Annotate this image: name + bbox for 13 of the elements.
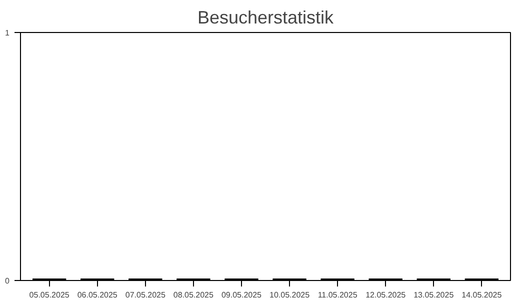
x-tick-label: 11.05.2025 — [318, 290, 358, 300]
x-tick-label: 05.05.2025 — [29, 290, 70, 300]
x-tick-label: 13.05.2025 — [414, 290, 454, 300]
x-tick-label: 10.05.2025 — [270, 290, 310, 300]
x-tick-label: 07.05.2025 — [125, 290, 166, 300]
y-tick-label: 1 — [5, 28, 10, 38]
x-tick-label: 14.05.2025 — [462, 290, 502, 300]
chart-title: Besucherstatistik — [197, 8, 335, 28]
x-tick-label: 09.05.2025 — [221, 290, 262, 300]
x-tick-label: 08.05.2025 — [173, 290, 214, 300]
y-tick-label: 0 — [5, 276, 10, 286]
x-tick-label: 12.05.2025 — [366, 290, 406, 300]
x-tick-label: 06.05.2025 — [77, 290, 118, 300]
